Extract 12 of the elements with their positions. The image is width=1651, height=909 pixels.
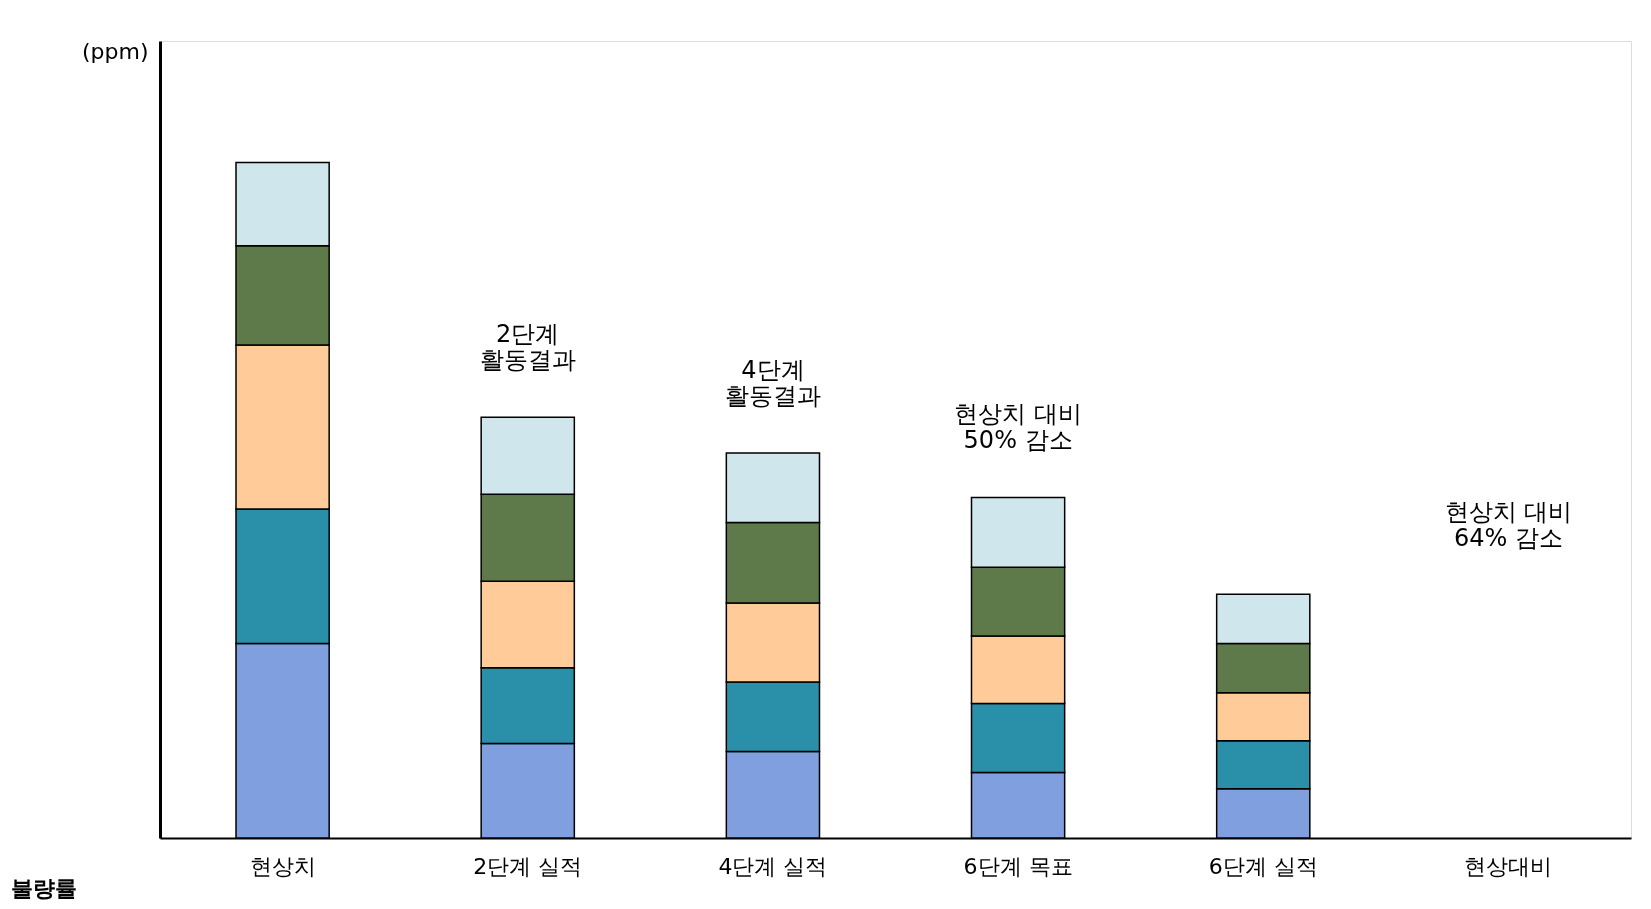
annotation: 현상치 대비 64% 감소 [1444,497,1573,552]
x-axis-title: 불량률 [10,875,77,901]
x-tick-label: 4단계 실적 [718,853,828,879]
x-tick-label: 현상치 [249,853,316,879]
annotation: 2단계 활동결과 [479,320,576,375]
annotation: 현상치 대비 50% 감소 [954,399,1082,454]
y-axis-title: (ppm) [81,38,149,64]
annotation: 4단계 활동결과 [724,356,821,411]
x-tick-label: 6단계 실적 [1208,853,1318,879]
x-tick-label: 현상대비 [1464,853,1553,879]
x-tick-label: 6단계 목표 [963,853,1073,879]
x-tick-label: 2단계 실적 [473,853,583,879]
